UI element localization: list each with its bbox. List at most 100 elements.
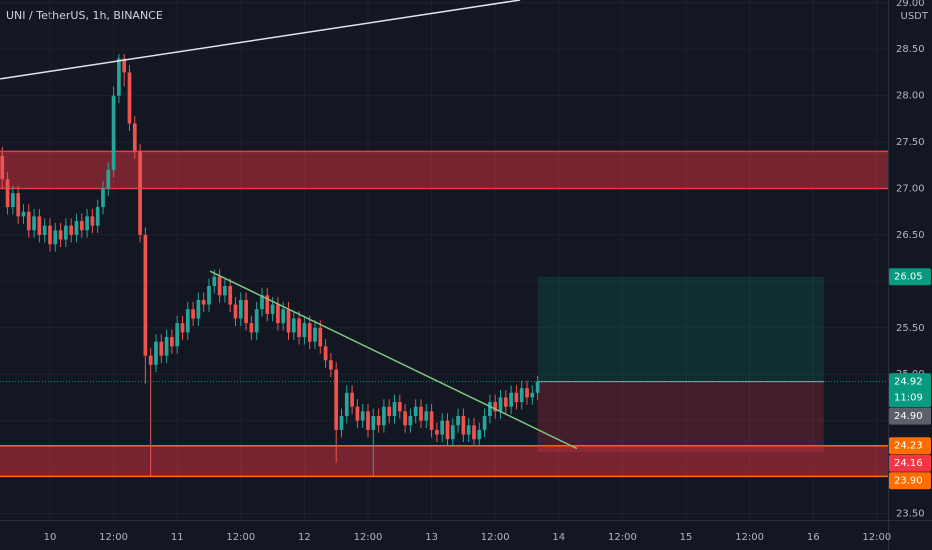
candle-body — [11, 193, 15, 208]
candle-body — [238, 299, 243, 319]
candle-body — [371, 416, 376, 430]
x-tick-label: 15 — [680, 532, 693, 543]
y-tick-label: 28.50 — [896, 44, 925, 55]
candle-body — [424, 411, 429, 421]
axis-separator — [0, 520, 932, 521]
candle-body — [244, 299, 248, 324]
candle-body — [196, 299, 201, 319]
candle-body — [37, 216, 42, 235]
price-label-bg — [889, 407, 931, 425]
candle-body — [334, 369, 339, 430]
candle-body — [21, 211, 26, 217]
candle-body — [32, 216, 36, 231]
candle-body — [212, 276, 217, 286]
candle-body — [111, 95, 116, 170]
currency-label: USDT — [901, 11, 929, 22]
position-target — [537, 276, 824, 382]
chart-title: UNI / TetherUS, 1h, BINANCE — [6, 9, 163, 22]
candle-body — [440, 420, 445, 435]
candle-body — [323, 346, 328, 361]
overlay — [0, 0, 578, 450]
candle-body — [64, 225, 68, 240]
x-tick-label: 12 — [298, 532, 311, 543]
trendline — [0, 0, 521, 80]
candle-body — [344, 392, 349, 416]
x-tick-label: 12:00 — [608, 532, 637, 543]
candle-body — [382, 406, 386, 426]
candle-body — [493, 402, 498, 412]
zone — [0, 151, 888, 189]
candle-body — [0, 156, 5, 180]
candle-body — [138, 151, 142, 235]
price-label-bg — [889, 437, 931, 455]
candle-body — [392, 402, 397, 416]
candle-body — [233, 304, 238, 319]
candle-body — [228, 286, 233, 305]
price-label: 23.90 — [894, 476, 923, 487]
candle-body — [58, 230, 63, 240]
candle-body — [154, 341, 158, 365]
candle-body — [313, 327, 317, 342]
candle-body — [429, 411, 434, 430]
candle-body — [519, 388, 524, 403]
y-tick-label: 25.50 — [896, 323, 925, 334]
y-tick-label: 26.50 — [896, 230, 925, 241]
candle-body — [148, 355, 153, 365]
candle-body — [450, 425, 455, 440]
candle-body — [291, 318, 296, 333]
candle-body — [456, 416, 460, 426]
candle-body — [95, 207, 100, 226]
price-label: 24.90 — [894, 411, 923, 422]
position-stop — [537, 381, 824, 453]
price-label: 26.05 — [894, 272, 923, 283]
candle-body — [170, 337, 174, 347]
y-tick-label: 28.00 — [896, 91, 925, 102]
candle-body — [42, 225, 47, 235]
candle-body — [101, 188, 105, 208]
candle-body — [525, 388, 529, 398]
candle-body — [201, 299, 206, 305]
plot-area — [0, 0, 888, 520]
candle-body — [329, 360, 333, 370]
axis-separator — [888, 0, 889, 550]
candle-body — [16, 193, 21, 217]
countdown: 11:09 — [894, 393, 923, 404]
candle-body — [132, 123, 137, 152]
candle-body — [466, 425, 471, 435]
x-tick-label: 16 — [807, 532, 820, 543]
x-tick-label: 12:00 — [862, 532, 891, 543]
candle-body — [482, 416, 487, 430]
candle-body — [397, 402, 402, 412]
candle-body — [127, 72, 132, 124]
candle-body — [106, 169, 111, 189]
candle-body — [185, 309, 190, 333]
price-label-bg — [889, 268, 931, 286]
candle-body — [164, 337, 169, 356]
candle-body — [302, 323, 307, 338]
candle-body — [143, 234, 148, 356]
candle-body — [249, 323, 254, 333]
candle-body — [270, 304, 275, 314]
candle-body — [281, 309, 286, 324]
candle-body — [79, 221, 84, 231]
candle-body — [85, 216, 89, 231]
candle-body — [514, 392, 519, 403]
candle-body — [90, 216, 95, 226]
candle-body — [191, 309, 195, 319]
candle-body — [445, 420, 450, 440]
price-label: 24.23 — [894, 441, 923, 452]
candle-body — [530, 392, 535, 398]
candle-body — [175, 323, 180, 347]
candle-body — [435, 429, 439, 435]
candle-body — [217, 276, 222, 296]
candle-body — [122, 58, 127, 73]
candle-body — [5, 179, 10, 208]
x-tick-label: 10 — [44, 532, 57, 543]
candle-body — [318, 327, 323, 347]
candle-body — [387, 406, 392, 416]
candle-body — [286, 309, 291, 333]
price-label: 24.92 — [894, 377, 923, 388]
x-tick-label: 12:00 — [354, 532, 383, 543]
candle-body — [376, 416, 381, 426]
candle-body — [472, 425, 476, 440]
